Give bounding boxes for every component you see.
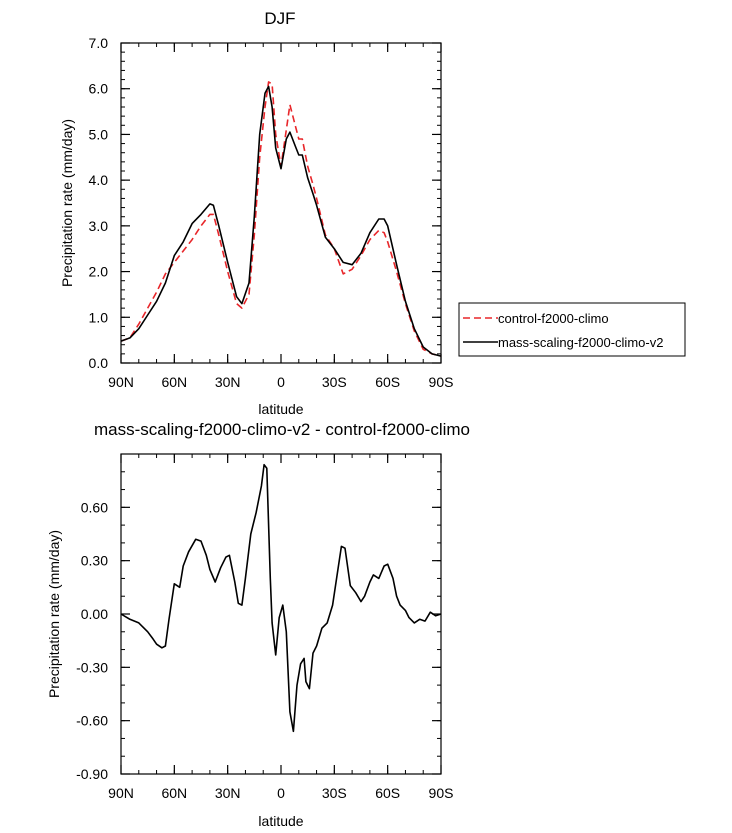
bottom-panel: mass-scaling-f2000-climo-v2 - control-f2… xyxy=(46,420,470,829)
bottom-x-tick-label: 30N xyxy=(215,785,241,801)
top-plot-frame xyxy=(120,42,442,364)
bottom-plot-area: 90N 60N 30N 0 30S 60S 90S -0.90 -0.60 -0.30 0.00 0.… xyxy=(76,453,454,801)
top-y-tick-label: 2.0 xyxy=(89,264,109,280)
bottom-x-tick-label: 30S xyxy=(322,785,347,801)
legend: control-f2000-climo mass-scaling-f2000-c… xyxy=(458,302,686,357)
top-y-tick-label: 0.0 xyxy=(89,355,109,371)
top-x-axis-label: latitude xyxy=(258,401,303,417)
top-plot-area: 90N 60N 30N 0 30S 60S 90S 0.0 1.0 2.0 3.0 4.0 5.0 6.0… xyxy=(89,35,454,390)
top-y-tick-label: 6.0 xyxy=(89,81,109,97)
top-y-tick-label: 4.0 xyxy=(89,172,109,188)
top-series-line-mass-scaling-f2000-climo-v2 xyxy=(120,85,442,357)
bottom-y-tick-label: -0.60 xyxy=(76,713,108,729)
bottom-x-tick-label: 0 xyxy=(277,785,285,801)
bottom-x-tick-label: 90S xyxy=(429,785,454,801)
bottom-x-tick-label: 60N xyxy=(161,785,187,801)
bottom-series-line-difference xyxy=(120,463,442,733)
bottom-title: mass-scaling-f2000-climo-v2 - control-f2… xyxy=(94,420,470,439)
top-title: DJF xyxy=(264,9,295,28)
top-x-tick-label: 60S xyxy=(375,374,400,390)
top-x-tick-label: 30N xyxy=(215,374,241,390)
top-y-axis-label: Precipitation rate (mm/day) xyxy=(59,119,75,287)
bottom-x-tick-label: 60S xyxy=(375,785,400,801)
bottom-y-axis-label: Precipitation rate (mm/day) xyxy=(46,530,62,698)
bottom-plot-frame xyxy=(120,453,442,775)
bottom-y-tick-label: -0.30 xyxy=(76,659,108,675)
top-x-tick-label: 60N xyxy=(161,374,187,390)
top-y-tick-label: 7.0 xyxy=(89,35,109,51)
bottom-x-axis-label: latitude xyxy=(258,813,303,829)
legend-box xyxy=(458,302,686,357)
top-panel: DJF 90N 60N 30N 0 30S 60S 90S 0.0 1.0 2.0 3.0 4.0 5.… xyxy=(59,9,453,417)
top-y-tick-label: 3.0 xyxy=(89,218,109,234)
top-x-tick-label: 90N xyxy=(108,374,134,390)
top-y-tick-label: 1.0 xyxy=(89,309,109,325)
top-x-tick-label: 90S xyxy=(429,374,454,390)
legend-label-control: control-f2000-climo xyxy=(498,311,609,326)
bottom-y-tick-label: 0.60 xyxy=(81,499,108,515)
bottom-y-tick-label: 0.30 xyxy=(81,553,108,569)
bottom-x-tick-label: 90N xyxy=(108,785,134,801)
bottom-y-tick-label: 0.00 xyxy=(81,606,108,622)
top-series-line-control-f2000-climo xyxy=(120,81,442,357)
bottom-y-tick-label: -0.90 xyxy=(76,766,108,782)
top-x-tick-label: 0 xyxy=(277,374,285,390)
top-y-tick-label: 5.0 xyxy=(89,126,109,142)
legend-label-mass-scaling: mass-scaling-f2000-climo-v2 xyxy=(498,335,663,350)
top-x-tick-label: 30S xyxy=(322,374,347,390)
